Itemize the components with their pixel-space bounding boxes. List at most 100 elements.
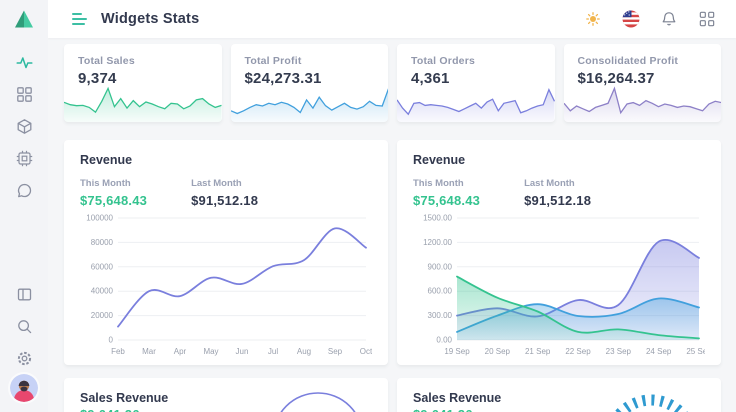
notifications-button[interactable] bbox=[658, 8, 680, 30]
sidebar-item-layout[interactable] bbox=[8, 278, 40, 310]
total-sales-sparkline-chart bbox=[64, 86, 222, 122]
apps-grid-button[interactable] bbox=[696, 8, 718, 30]
metric-label: Last Month bbox=[524, 178, 575, 189]
x-tick-label: 25 Sep bbox=[686, 347, 705, 356]
app-logo[interactable] bbox=[0, 0, 48, 38]
spark-line bbox=[64, 86, 222, 114]
x-tick-label: Aug bbox=[297, 347, 311, 356]
metric-value: $91,512.18 bbox=[524, 193, 592, 208]
language-flag-button[interactable] bbox=[620, 8, 642, 30]
topbar: Widgets Stats bbox=[48, 0, 736, 38]
sidebar-item-messages[interactable] bbox=[8, 174, 40, 206]
page-title: Widgets Stats bbox=[101, 11, 200, 27]
metric-value: $91,512.18 bbox=[191, 193, 259, 208]
spark-line bbox=[563, 86, 721, 115]
metric-label: This Month bbox=[80, 178, 131, 189]
chat-bubble-icon bbox=[17, 183, 31, 197]
gauge-arc bbox=[280, 392, 356, 412]
layout-icon bbox=[17, 288, 31, 300]
stat-card-total-sales[interactable]: Total Sales 9,374 bbox=[64, 44, 222, 122]
sidebar-item-products[interactable] bbox=[8, 110, 40, 142]
card-title: Revenue bbox=[80, 153, 133, 167]
x-tick-label: 23 Sep bbox=[606, 347, 632, 356]
spark-fill bbox=[64, 88, 222, 122]
revenue-monthly-card: Revenue This Month $75,648.43 Last Month… bbox=[64, 140, 388, 365]
stat-label: Total Profit bbox=[244, 55, 302, 67]
x-tick-label: Oct bbox=[360, 347, 372, 356]
cpu-icon bbox=[16, 150, 32, 166]
charts-row: Revenue This Month $75,648.43 Last Month… bbox=[64, 140, 721, 365]
sidebar-item-settings[interactable] bbox=[8, 342, 40, 374]
y-tick-label: 1500.00 bbox=[423, 214, 452, 223]
user-avatar[interactable] bbox=[10, 374, 38, 402]
card-title: Revenue bbox=[413, 153, 466, 167]
spark-line bbox=[230, 88, 388, 115]
consolidated-profit-sparkline-chart bbox=[563, 86, 721, 122]
metric-label: Last Month bbox=[191, 178, 242, 189]
sun-icon bbox=[586, 12, 600, 26]
stat-card-text: Total Orders 4,361 bbox=[397, 44, 555, 87]
this-month-metric: This Month $75,648.43 bbox=[80, 178, 147, 208]
menu-toggle-button[interactable] bbox=[70, 11, 89, 27]
gauge-segmented-arc bbox=[614, 394, 688, 412]
x-tick-label: 21 Sep bbox=[525, 347, 551, 356]
sales-revenue-card-2: Sales Revenue $9,641.26 bbox=[397, 378, 721, 412]
x-tick-label: Feb bbox=[111, 347, 125, 356]
topbar-actions bbox=[582, 8, 718, 30]
cube-icon bbox=[17, 118, 31, 134]
radial-gauge-chart bbox=[614, 394, 688, 412]
stat-label: Total Sales bbox=[78, 55, 135, 67]
x-tick-label: 22 Sep bbox=[565, 347, 591, 356]
us-flag-icon bbox=[622, 10, 640, 28]
sales-value: $9,641.26 bbox=[413, 407, 705, 412]
last-month-metric: Last Month $91,512.18 bbox=[191, 178, 258, 208]
stat-value: 4,361 bbox=[411, 70, 450, 87]
gear-icon bbox=[17, 351, 31, 365]
sidebar-item-dashboard[interactable] bbox=[8, 78, 40, 110]
stat-value: $24,273.31 bbox=[244, 70, 322, 87]
sidebar bbox=[0, 0, 48, 412]
x-tick-label: Jul bbox=[268, 347, 278, 356]
spark-line bbox=[397, 88, 555, 116]
main-line bbox=[117, 227, 367, 328]
revenue-monthly-line-chart: 0 20000 40000 60000 80000 100000 Feb Mar Apr May J… bbox=[86, 214, 372, 357]
sidebar-item-system[interactable] bbox=[8, 142, 40, 174]
stat-label: Total Orders bbox=[411, 55, 476, 67]
green-series-line bbox=[456, 275, 700, 340]
search-icon bbox=[17, 319, 31, 333]
sidebar-item-search[interactable] bbox=[8, 310, 40, 342]
apps-grid-icon bbox=[699, 11, 715, 27]
y-tick-label: 60000 bbox=[91, 262, 114, 271]
x-tick-label: Jun bbox=[236, 347, 249, 356]
revenue-daily-area-chart: 0.00 300.00 600.00 900.00 1200.00 1500.00 19 S… bbox=[423, 214, 705, 357]
x-tick-label: Mar bbox=[142, 347, 156, 356]
y-tick-label: 300.00 bbox=[428, 311, 453, 320]
x-tick-label: 19 Sep bbox=[444, 347, 470, 356]
stat-card-consolidated-profit[interactable]: Consolidated Profit $16,264.37 bbox=[563, 44, 721, 122]
main-content: Total Sales 9,374 Total Profit $24,273.3… bbox=[64, 44, 721, 412]
x-tick-label: Sep bbox=[328, 347, 343, 356]
revenue-daily-card: Revenue This Month $75,648.43 Last Month… bbox=[397, 140, 721, 365]
stat-card-text: Total Profit $24,273.31 bbox=[231, 44, 389, 87]
green-series-area bbox=[457, 276, 699, 340]
sidebar-nav-bottom bbox=[8, 278, 40, 374]
y-tick-label: 0.00 bbox=[436, 336, 452, 345]
stat-card-total-orders[interactable]: Total Orders 4,361 bbox=[397, 44, 555, 122]
y-tick-label: 80000 bbox=[91, 238, 114, 247]
x-tick-label: 20 Sep bbox=[485, 347, 511, 356]
sales-revenue-card-1: Sales Revenue $9,641.26 bbox=[64, 378, 388, 412]
sales-value: $9,641.26 bbox=[80, 407, 372, 412]
total-orders-sparkline-chart bbox=[397, 88, 555, 122]
y-tick-label: 100000 bbox=[86, 214, 113, 223]
metric-value: $75,648.43 bbox=[413, 193, 481, 208]
y-tick-label: 20000 bbox=[91, 311, 114, 320]
x-tick-label: Apr bbox=[174, 347, 187, 356]
stat-card-total-profit[interactable]: Total Profit $24,273.31 bbox=[230, 44, 389, 122]
theme-toggle-button[interactable] bbox=[582, 8, 604, 30]
spark-fill bbox=[230, 88, 388, 122]
sidebar-item-activity[interactable] bbox=[8, 46, 40, 78]
card-title: Sales Revenue bbox=[80, 391, 169, 405]
stat-value: 9,374 bbox=[78, 70, 117, 87]
stat-label: Consolidated Profit bbox=[577, 55, 679, 67]
spark-fill bbox=[563, 88, 721, 122]
